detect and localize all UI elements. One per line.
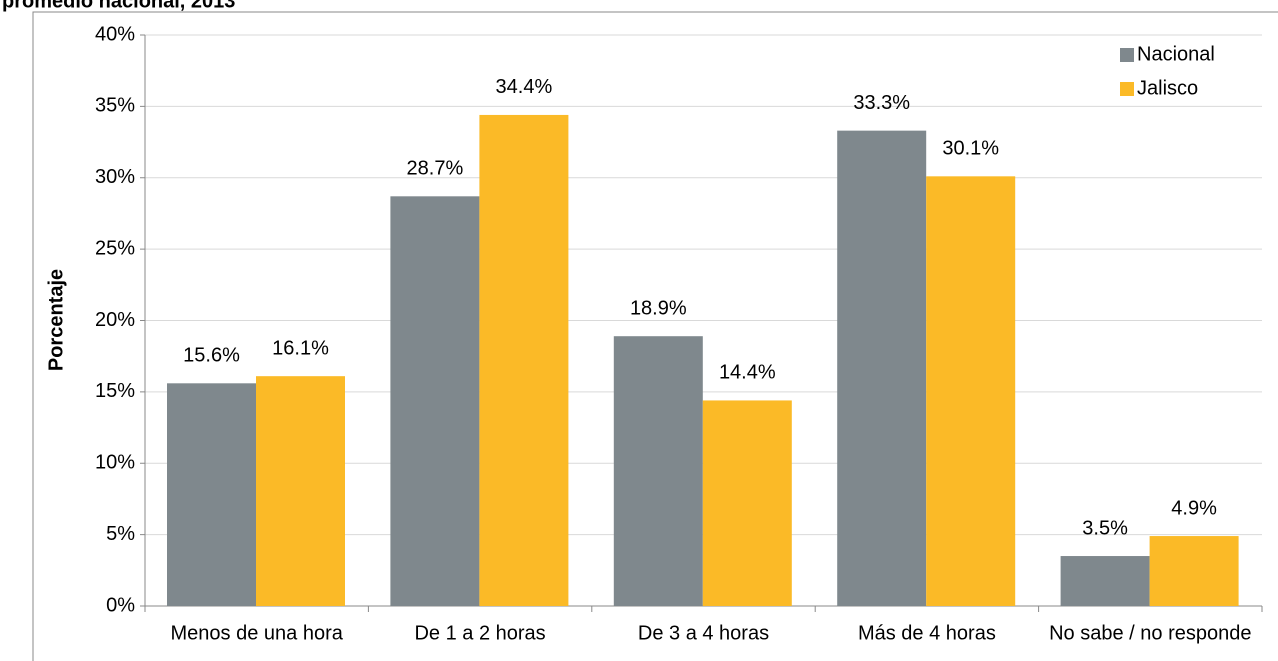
y-tick-label: 0% [106,594,135,616]
value-label: 30.1% [942,138,999,160]
x-tick-label: De 3 a 4 horas [638,622,769,644]
legend-label: Nacional [1137,43,1215,65]
value-label: 28.7% [407,158,464,180]
bar [256,376,345,606]
x-tick-label: De 1 a 2 horas [414,622,545,644]
bar [1149,536,1239,606]
legend-swatch [1120,48,1134,62]
y-tick-label: 10% [95,452,135,474]
legend-label: Jalisco [1137,77,1198,99]
y-tick-label: 35% [95,95,135,117]
bar [167,383,256,606]
value-label: 33.3% [853,92,910,114]
y-tick-label: 20% [95,309,135,331]
y-tick-label: 5% [106,523,135,545]
bar [613,336,703,606]
legend-swatch [1120,82,1134,96]
y-tick-label: 15% [95,380,135,402]
bar [837,130,927,606]
value-label: 14.4% [719,362,776,384]
value-label: 16.1% [272,337,329,359]
bar [390,196,480,606]
y-axis-label: Porcentaje [45,269,67,371]
y-tick-label: 25% [95,237,135,259]
bar [479,114,569,606]
value-label: 4.9% [1171,497,1217,519]
value-label: 18.9% [630,297,687,319]
chart-title: promedio nacional, 2013 [2,0,235,12]
y-tick-label: 40% [95,23,135,45]
value-label: 34.4% [496,76,553,98]
bar [926,176,1016,606]
x-tick-label: Más de 4 horas [858,622,996,644]
bar [1060,556,1150,606]
chart-frame [32,11,1278,661]
x-tick-label: No sabe / no responde [1049,622,1251,644]
value-label: 15.6% [183,345,240,367]
bar [702,400,792,606]
value-label: 3.5% [1082,517,1128,539]
y-tick-label: 30% [95,166,135,188]
x-tick-label: Menos de una hora [171,622,344,644]
